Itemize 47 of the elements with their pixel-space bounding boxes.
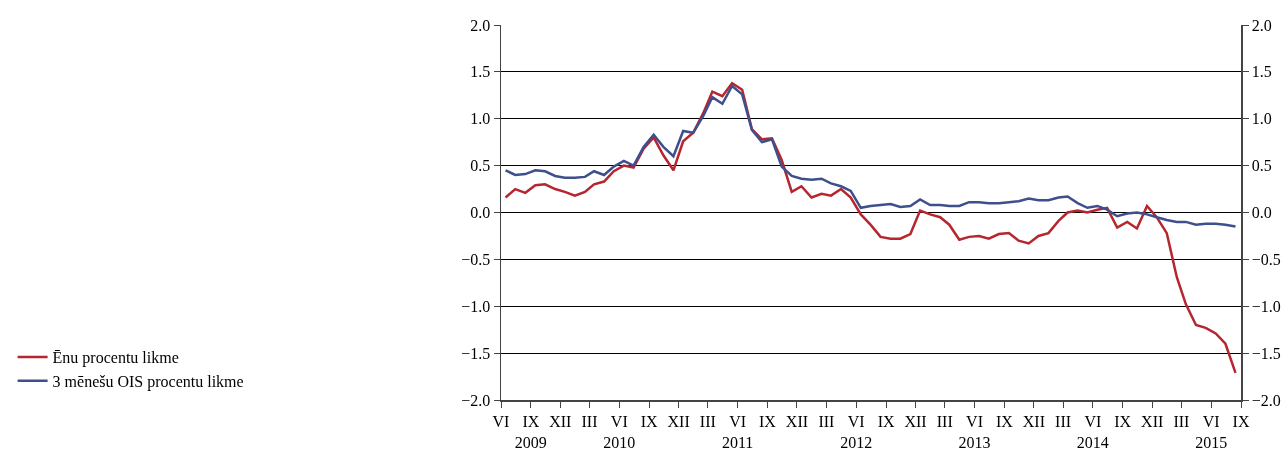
y-tick-label: −2.0	[461, 391, 491, 409]
x-tick-label: IX	[758, 412, 777, 430]
line-series	[504, 84, 1237, 228]
x-tick-label: III	[699, 412, 716, 430]
x-tick-label: IX	[1114, 412, 1132, 430]
x-tick-label: XII	[667, 412, 690, 430]
y-tick-label: 0.0	[470, 204, 491, 222]
x-tick-label: IX	[640, 412, 659, 430]
x-tick-label: XII	[904, 412, 927, 430]
y2-tick-label: 0.0	[1251, 204, 1272, 222]
y-tick-label: 0.5	[470, 157, 491, 175]
x-tick-label: VI 2014	[1076, 412, 1109, 451]
x-tick-label: IX	[995, 412, 1014, 430]
x-tick-label: III	[936, 412, 953, 430]
y-tick-label: −1.5	[461, 344, 491, 362]
x-tick-label: III	[1173, 412, 1190, 430]
x-tick-label: III	[818, 412, 835, 430]
legend-label: Ēnu procentu likme	[52, 349, 179, 368]
x-tick-label: XII	[1022, 412, 1045, 430]
y2-tick-label: −1.5	[1251, 344, 1281, 362]
y2-tick-label: −2.0	[1251, 391, 1281, 409]
x-tick-label: VI 2013	[958, 412, 991, 451]
y2-tick-label: 2.0	[1251, 16, 1272, 34]
y-tick-label: 1.0	[470, 110, 491, 128]
x-tick-label: IX 2009	[514, 412, 547, 451]
y2-tick-label: 1.5	[1251, 63, 1272, 81]
x-tick-label: VI 2010	[603, 412, 636, 451]
x-tick-label: XII	[549, 412, 572, 430]
y2-tick-label: −1.0	[1251, 297, 1281, 315]
x-tick-label: XII	[785, 412, 809, 430]
y2-tick-label: 0.5	[1251, 157, 1272, 175]
x-tick-label: III	[1055, 412, 1072, 430]
x-tick-label: III	[581, 412, 598, 430]
y-tick-label: 2.0	[470, 16, 491, 34]
y2-tick-label: −0.5	[1251, 250, 1281, 268]
x-tick-label: IX	[877, 412, 895, 430]
y-tick-label: 1.5	[470, 63, 491, 81]
y-tick-label: −1.0	[461, 297, 491, 315]
legend-label: 3 mēnešu OIS procentu likme	[52, 372, 244, 391]
x-tick-label: XII	[1141, 412, 1164, 430]
y2-tick-label: 1.0	[1251, 110, 1272, 128]
y-tick-label: −0.5	[461, 250, 491, 268]
x-tick-label: VI 2012	[840, 412, 873, 451]
x-tick-label: VI	[492, 412, 510, 430]
x-tick-label: VI 2015	[1195, 412, 1228, 451]
x-tick-label: VI 2011	[721, 412, 754, 451]
x-tick-label: IX	[1232, 412, 1250, 430]
